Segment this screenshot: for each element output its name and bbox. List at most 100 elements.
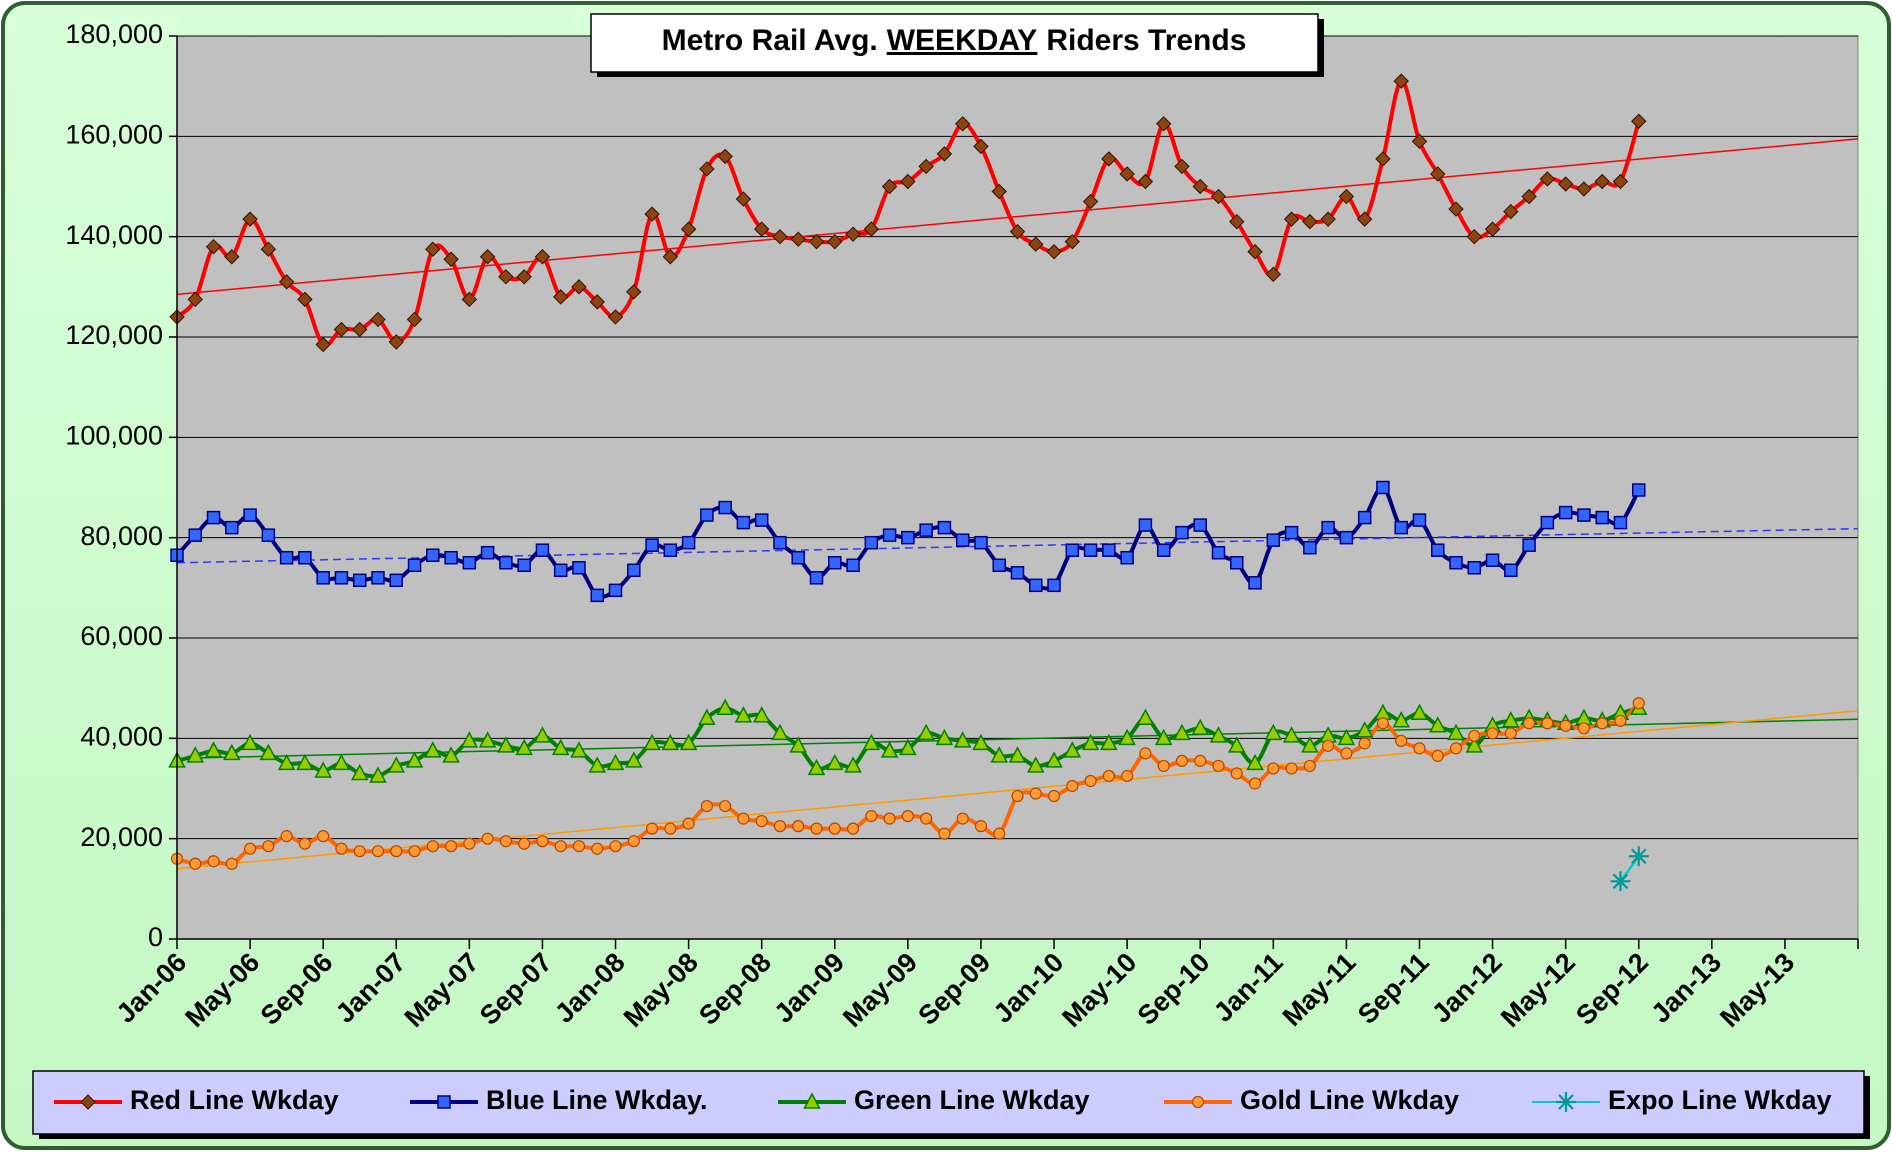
data-point [1248, 576, 1262, 590]
data-point [1101, 151, 1117, 167]
data-point [755, 815, 768, 828]
plot-area [176, 35, 1859, 940]
data-point [609, 840, 622, 853]
data-point [262, 840, 275, 853]
data-point [901, 809, 914, 823]
data-point [1447, 723, 1465, 741]
data-point [1174, 158, 1190, 175]
title-box [590, 13, 1319, 73]
data-point [1154, 728, 1173, 746]
data-point [570, 741, 588, 758]
data-point [791, 550, 805, 565]
data-point [1064, 233, 1081, 250]
data-point [1120, 550, 1134, 565]
data-point [591, 842, 604, 855]
data-point [680, 221, 697, 237]
data-point [1102, 769, 1115, 783]
data-point [792, 820, 805, 833]
data-point [1504, 727, 1517, 740]
data-point [645, 538, 659, 552]
data-point [1612, 173, 1629, 190]
legend: Red Line Wkday Blue Line Wkday. Green Line… [54, 1085, 1832, 1115]
data-point [1394, 520, 1408, 535]
data-point [991, 183, 1007, 200]
data-point [572, 561, 586, 575]
data-point [1356, 211, 1373, 227]
data-point [314, 761, 332, 778]
data-point [499, 835, 512, 848]
data-point [682, 817, 695, 830]
data-point [1338, 188, 1355, 205]
data-point [643, 733, 661, 751]
data-point [552, 289, 569, 305]
data-point [772, 228, 788, 245]
data-point [1193, 518, 1207, 532]
data-point [389, 573, 404, 588]
data-point [955, 533, 970, 547]
data-point [1484, 221, 1501, 237]
data-point [773, 820, 787, 833]
data-point [1047, 789, 1061, 803]
y-tick-label: 120,000 [65, 320, 163, 350]
data-point [1029, 578, 1043, 593]
data-point [461, 291, 478, 308]
data-point [1577, 508, 1591, 522]
data-point [1503, 203, 1519, 220]
data-point [1283, 211, 1300, 227]
legend-marker [1556, 1092, 1576, 1112]
data-point [1210, 188, 1227, 205]
data-point [1321, 520, 1335, 535]
data-point [205, 238, 222, 255]
data-point [737, 812, 750, 825]
legend-item: Red Line Wkday [54, 1085, 339, 1115]
data-point [277, 753, 296, 771]
data-point [479, 249, 496, 265]
data-point [407, 558, 422, 573]
data-point [1175, 754, 1189, 768]
data-point [1265, 266, 1282, 282]
data-point [735, 191, 752, 207]
data-point [1302, 213, 1318, 230]
data-point [1486, 727, 1499, 740]
data-point [899, 738, 917, 756]
data-point [1540, 515, 1555, 530]
data-point [700, 799, 713, 813]
data-point [204, 741, 223, 758]
data-point [554, 840, 567, 853]
data-point [280, 830, 293, 843]
data-point [1267, 762, 1280, 775]
data-point [790, 231, 806, 247]
data-point [353, 845, 366, 858]
data-point [992, 558, 1006, 573]
data-point [1431, 543, 1445, 557]
data-point [881, 178, 898, 195]
data-point [700, 508, 714, 522]
data-point [206, 510, 221, 525]
data-point [223, 743, 241, 761]
data-point [627, 563, 641, 578]
data-point [515, 738, 533, 756]
data-point [1613, 515, 1628, 530]
data-point [1139, 747, 1152, 760]
data-point [900, 173, 916, 190]
data-point [1559, 719, 1572, 732]
legend-label: Gold Line Wkday [1240, 1085, 1459, 1115]
data-point [1066, 779, 1079, 793]
data-point [443, 251, 459, 267]
chart-title: Metro Rail Avg. WEEKDAY Riders Trends [662, 24, 1247, 57]
data-point [1594, 173, 1610, 190]
data-point [533, 726, 552, 743]
data-point [278, 274, 295, 290]
data-point [1228, 736, 1246, 753]
data-point [1358, 737, 1371, 750]
data-point [1392, 711, 1410, 728]
y-tick-label: 40,000 [80, 721, 163, 751]
data-point [225, 520, 239, 535]
legend-label: Green Line Wkday [854, 1085, 1090, 1115]
data-point [810, 822, 823, 835]
data-point [1375, 151, 1391, 167]
data-point [1284, 525, 1299, 540]
data-point [1211, 545, 1226, 560]
data-point [189, 857, 202, 870]
